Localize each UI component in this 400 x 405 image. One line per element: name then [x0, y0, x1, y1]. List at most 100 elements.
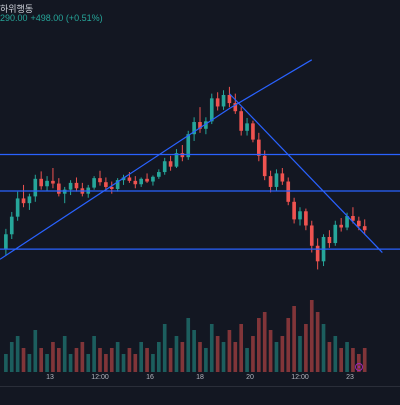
volume-bar — [227, 330, 232, 372]
x-axis[interactable]: 13 12:00 16 18 20 12:00 23 — [0, 372, 400, 386]
candle-body — [15, 198, 20, 217]
volume-bar — [280, 336, 285, 372]
candle-body — [209, 98, 214, 122]
candle-body — [362, 226, 367, 231]
x-tick-label: 12:00 — [291, 374, 309, 381]
volume-bar — [168, 348, 173, 372]
event-marker-icon[interactable] — [355, 363, 363, 371]
bottom-divider — [0, 386, 400, 387]
candle-body — [115, 180, 120, 189]
x-tick-label: 23 — [346, 374, 354, 381]
symbol-title: 하위행동 — [0, 4, 34, 14]
candle-body — [192, 122, 196, 135]
candle-body — [162, 161, 167, 173]
candle-body — [51, 180, 55, 184]
candle-body — [227, 94, 232, 104]
candle-body — [315, 245, 320, 262]
volume-bar — [9, 342, 14, 372]
candle-body — [233, 103, 238, 112]
candle-body — [133, 180, 138, 185]
candle-body — [357, 220, 361, 227]
volume-bar — [92, 336, 96, 372]
candle-body — [74, 182, 79, 189]
volume-bar — [62, 336, 67, 372]
volume-bar — [351, 348, 355, 372]
candle-body — [4, 234, 8, 250]
candle-body — [221, 94, 226, 107]
volume-bar — [304, 324, 308, 372]
volume-bar — [233, 342, 238, 372]
volume-bar — [257, 318, 261, 372]
volume-bar — [339, 348, 343, 372]
candle-body — [215, 98, 220, 107]
candle-body — [9, 216, 14, 235]
candle-body — [245, 123, 249, 131]
volume-bar — [309, 300, 314, 372]
volume-bar — [127, 348, 132, 372]
candle-body — [298, 211, 302, 220]
candle-body — [104, 182, 108, 187]
volume-bar — [74, 348, 79, 372]
candle-body — [274, 173, 279, 187]
x-tick-label: 12:00 — [91, 374, 109, 381]
candle-body — [286, 181, 291, 202]
candle-body — [127, 177, 132, 181]
candle-body — [151, 176, 155, 182]
candle-body — [168, 161, 173, 167]
candle-body — [180, 153, 185, 158]
volume-bar — [198, 342, 202, 372]
volume-bar — [109, 348, 114, 372]
volume-bar — [33, 330, 38, 372]
volume-bar — [68, 354, 73, 372]
volume-bar — [162, 324, 167, 372]
candle-body — [98, 178, 102, 183]
candle-body — [198, 122, 202, 129]
candle-body — [304, 211, 308, 226]
volume-bar — [104, 354, 108, 372]
volume-bar — [298, 336, 302, 372]
x-tick-label: 18 — [196, 374, 204, 381]
candle-body — [309, 225, 314, 246]
candle-body — [45, 180, 49, 187]
candle-body — [262, 155, 267, 177]
candle-body — [251, 123, 255, 140]
candle-body — [257, 139, 261, 156]
volume-bar — [21, 348, 26, 372]
volume-bar — [327, 342, 332, 372]
candle-body — [68, 182, 73, 190]
volume-bar — [180, 342, 185, 372]
candle-body — [268, 176, 273, 187]
candle-body — [280, 173, 285, 182]
candle-body — [27, 196, 32, 204]
volume-bar — [115, 342, 120, 372]
volume-bar — [98, 348, 102, 372]
volume-bar — [51, 342, 55, 372]
candle-body — [121, 177, 126, 181]
price-readout: 290.00 +498.00 (+0.51%) — [0, 13, 103, 23]
volume-bar — [139, 342, 143, 372]
volume-bar — [174, 336, 179, 372]
candle-body — [145, 178, 149, 182]
candle-body — [39, 178, 43, 187]
volume-bar — [192, 330, 196, 372]
volume-bar — [80, 342, 85, 372]
volume-bar — [274, 342, 279, 372]
volume-bar — [204, 348, 208, 372]
volume-bar — [292, 306, 296, 372]
volume-bar — [27, 354, 32, 372]
volume-bar — [57, 348, 61, 372]
volume-bar — [151, 354, 155, 372]
candle-body — [92, 178, 96, 188]
volume-bar — [221, 342, 226, 372]
candle-body — [62, 189, 67, 194]
volume-bar — [86, 354, 91, 372]
volume-bar — [333, 336, 338, 372]
volume-bar — [15, 336, 20, 372]
volume-bar — [4, 354, 8, 372]
volume-bar — [157, 342, 161, 372]
trend-line — [228, 93, 383, 253]
volume-bar — [286, 318, 291, 372]
candle-body — [139, 178, 143, 185]
